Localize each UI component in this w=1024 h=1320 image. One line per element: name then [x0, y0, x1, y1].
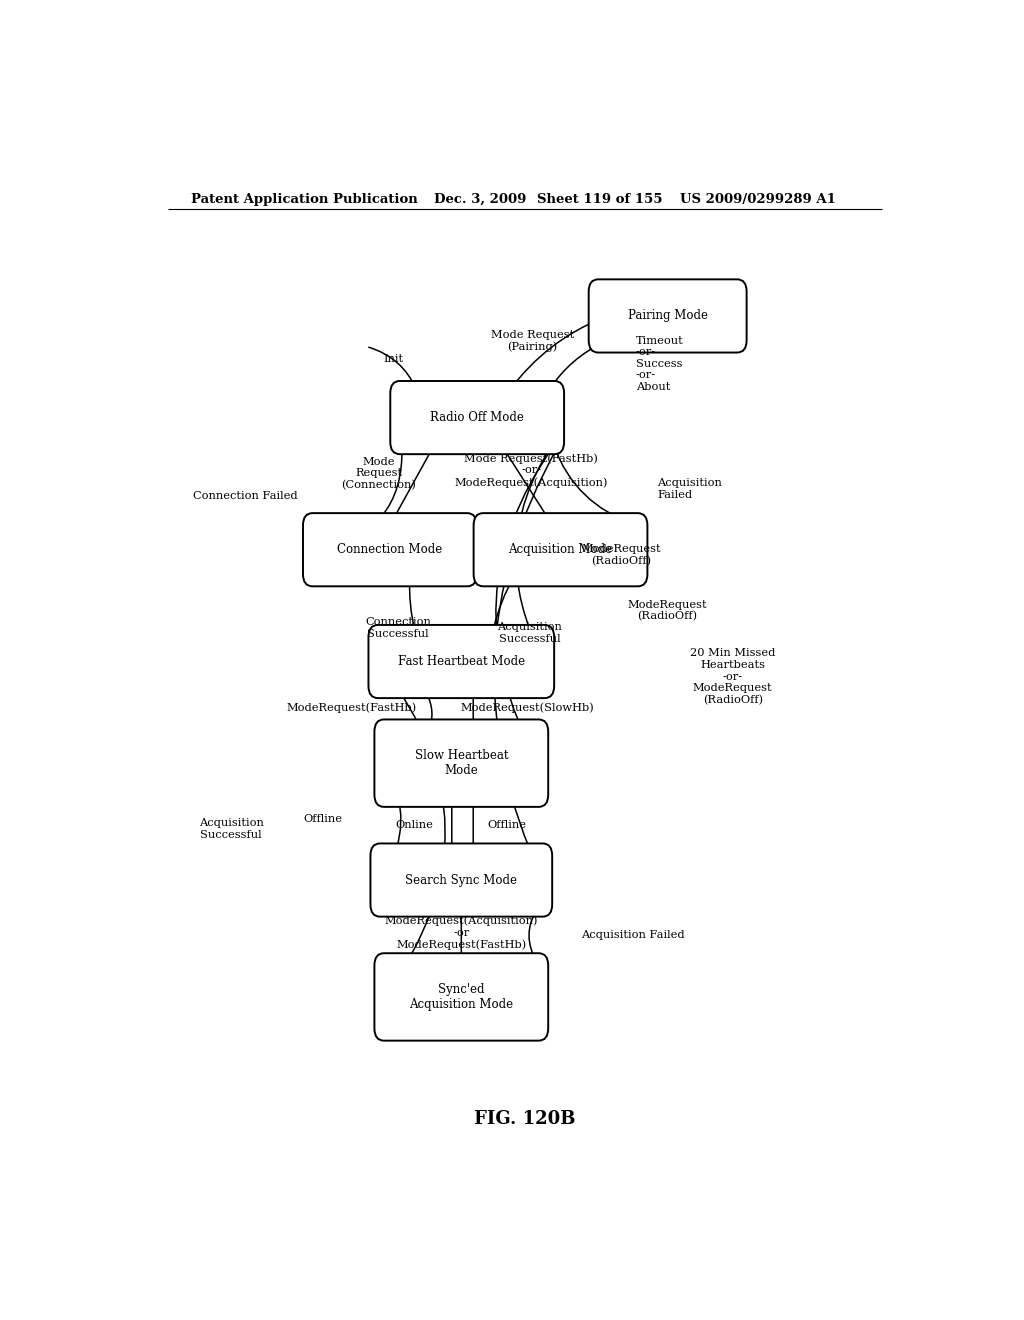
Text: Search Sync Mode: Search Sync Mode — [406, 874, 517, 887]
Text: Acquisition
Successful: Acquisition Successful — [497, 622, 562, 644]
Text: Mode Request
(Pairing): Mode Request (Pairing) — [492, 330, 574, 352]
FancyBboxPatch shape — [589, 280, 746, 352]
Text: ModeRequest
(RadioOff): ModeRequest (RadioOff) — [628, 599, 708, 622]
FancyBboxPatch shape — [375, 719, 548, 807]
Text: Offline: Offline — [487, 820, 526, 830]
Text: FIG. 120B: FIG. 120B — [474, 1110, 575, 1127]
Text: ModeRequest
(RadioOff): ModeRequest (RadioOff) — [582, 544, 662, 566]
Text: ModeRequest(FastHb): ModeRequest(FastHb) — [287, 702, 417, 713]
Text: Init: Init — [384, 354, 403, 363]
Text: Connection Mode: Connection Mode — [337, 544, 442, 556]
Text: Patent Application Publication: Patent Application Publication — [191, 193, 418, 206]
Text: Timeout
-or-
Success
-or-
About: Timeout -or- Success -or- About — [636, 335, 684, 392]
Text: Online: Online — [395, 820, 433, 830]
Text: Dec. 3, 2009: Dec. 3, 2009 — [433, 193, 526, 206]
Text: Acquisition
Failed: Acquisition Failed — [657, 478, 722, 499]
Text: Acquisition Failed: Acquisition Failed — [581, 929, 684, 940]
Text: Mode
Request
(Connection): Mode Request (Connection) — [341, 457, 416, 490]
Text: Mode Request(FastHb)
-or-
ModeRequest(Acquisition): Mode Request(FastHb) -or- ModeRequest(Ac… — [455, 453, 608, 487]
Text: Sync'ed
Acquisition Mode: Sync'ed Acquisition Mode — [410, 983, 513, 1011]
FancyBboxPatch shape — [474, 513, 647, 586]
Text: Slow Heartbeat
Mode: Slow Heartbeat Mode — [415, 750, 508, 777]
Text: ModeRequest(Acquisition)
-or
ModeRequest(FastHb): ModeRequest(Acquisition) -or ModeRequest… — [385, 916, 538, 950]
FancyBboxPatch shape — [375, 953, 548, 1040]
Text: Radio Off Mode: Radio Off Mode — [430, 411, 524, 424]
Text: Pairing Mode: Pairing Mode — [628, 309, 708, 322]
FancyBboxPatch shape — [303, 513, 477, 586]
Text: US 2009/0299289 A1: US 2009/0299289 A1 — [680, 193, 836, 206]
Text: Offline: Offline — [303, 814, 342, 824]
Text: Connection
Successful: Connection Successful — [365, 618, 431, 639]
FancyBboxPatch shape — [390, 381, 564, 454]
Text: Connection Failed: Connection Failed — [194, 491, 298, 500]
Text: ModeRequest(SlowHb): ModeRequest(SlowHb) — [461, 702, 594, 713]
Text: Acquisition Mode: Acquisition Mode — [509, 544, 612, 556]
Text: Fast Heartbeat Mode: Fast Heartbeat Mode — [397, 655, 525, 668]
Text: 20 Min Missed
Heartbeats
-or-
ModeRequest
(RadioOff): 20 Min Missed Heartbeats -or- ModeReques… — [690, 648, 775, 705]
FancyBboxPatch shape — [369, 624, 554, 698]
Text: Sheet 119 of 155: Sheet 119 of 155 — [537, 193, 663, 206]
Text: Acquisition
Successful: Acquisition Successful — [199, 818, 263, 840]
FancyBboxPatch shape — [371, 843, 552, 916]
